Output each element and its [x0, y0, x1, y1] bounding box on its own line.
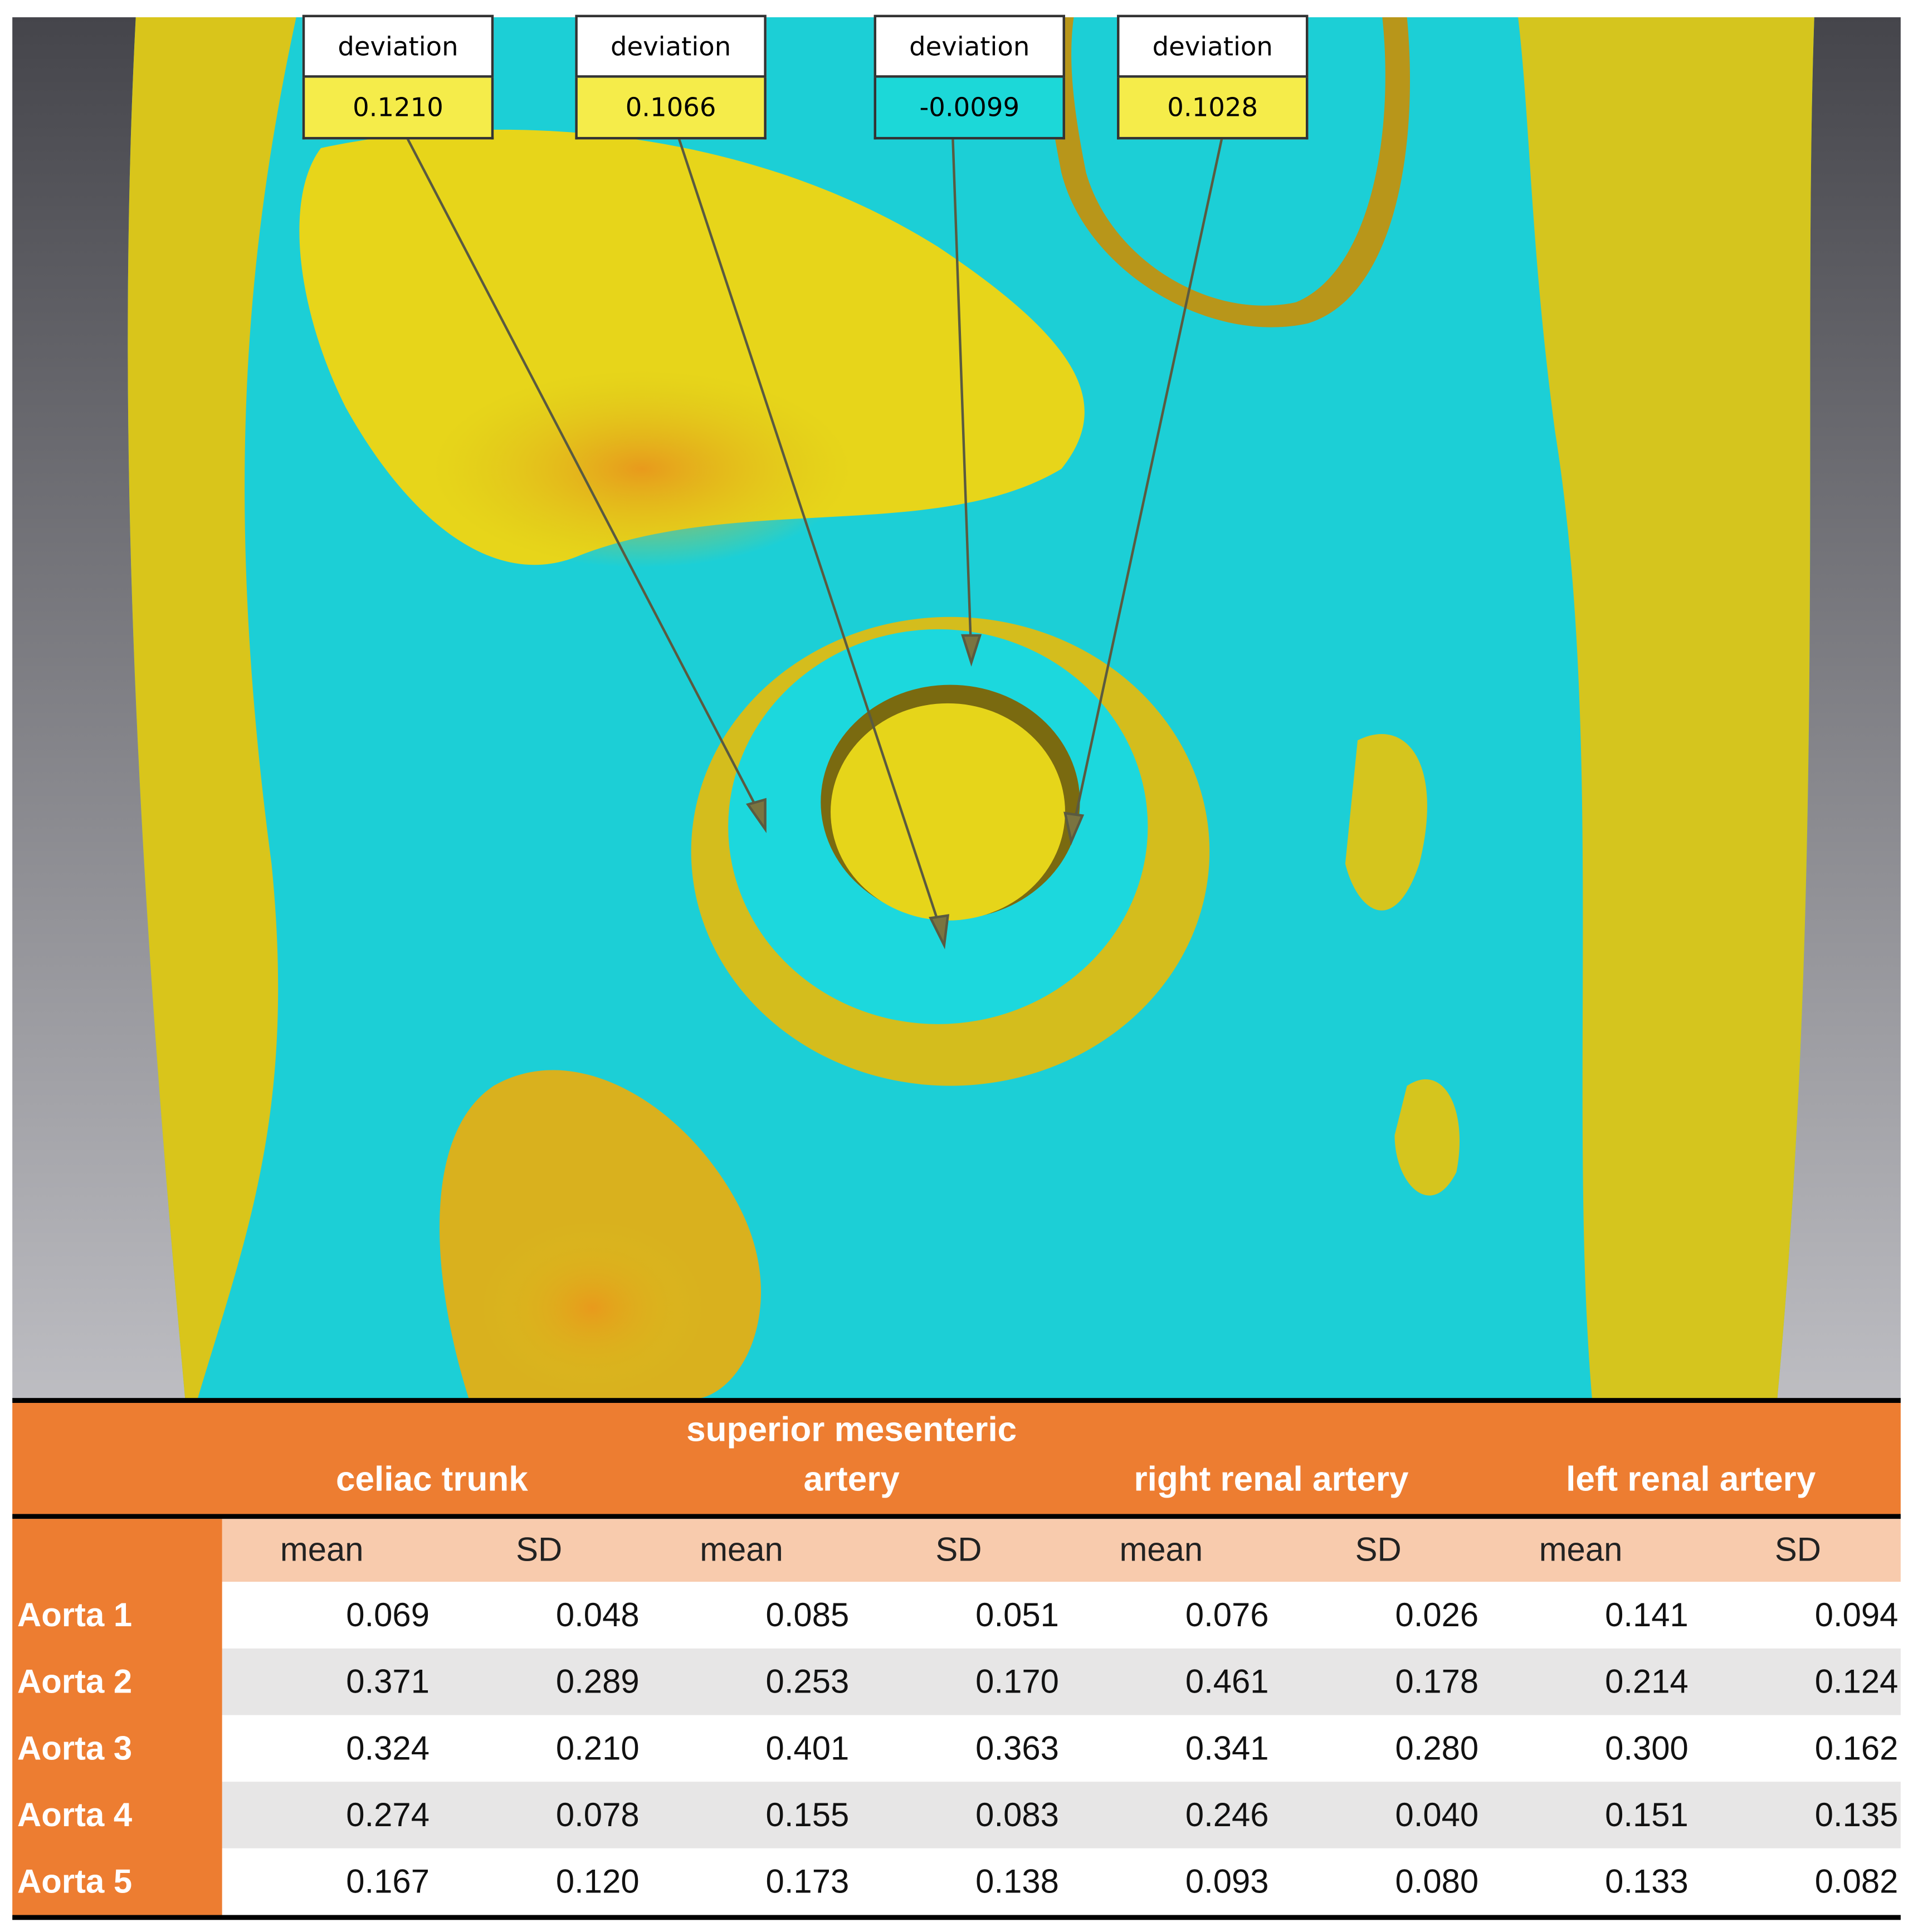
cell: 0.210 [555, 1729, 640, 1767]
rule [12, 1915, 1901, 1920]
row-band [222, 1582, 1901, 1649]
row-label: Aorta 2 [17, 1662, 133, 1700]
cell: 0.026 [1395, 1596, 1479, 1633]
cell: 0.173 [765, 1862, 850, 1900]
row-label: Aorta 3 [17, 1729, 133, 1767]
cell: 0.324 [346, 1729, 430, 1767]
group-header: left renal artery [1481, 1403, 1901, 1514]
group-header-text: celiac trunk [335, 1459, 528, 1498]
rule [12, 1514, 1901, 1519]
callout-label: deviation [302, 14, 494, 78]
row-band [222, 1782, 1901, 1848]
cell: 0.162 [1814, 1729, 1899, 1767]
cell: 0.253 [765, 1662, 850, 1700]
subheader: mean [280, 1531, 364, 1568]
cell: 0.170 [975, 1662, 1059, 1700]
cell: 0.040 [1395, 1796, 1479, 1833]
cell: 0.341 [1185, 1729, 1269, 1767]
row-band [222, 1715, 1901, 1782]
subheader: mean [700, 1531, 783, 1568]
callout-value: -0.0099 [873, 77, 1065, 140]
cell: 0.133 [1605, 1862, 1688, 1900]
callout-label: deviation [1117, 14, 1309, 78]
cell: 0.214 [1605, 1662, 1688, 1700]
cell: 0.461 [1185, 1662, 1269, 1700]
subheader: SD [1774, 1531, 1822, 1568]
callout-value: 0.1210 [302, 77, 494, 140]
subheader: SD [935, 1531, 982, 1568]
cell: 0.289 [555, 1662, 640, 1700]
cell: 0.083 [975, 1796, 1059, 1833]
callout-label: deviation [575, 14, 767, 78]
subheader-band [222, 1519, 1901, 1582]
callout-value: 0.1028 [1117, 77, 1309, 140]
cell: 0.371 [346, 1662, 430, 1700]
header-band [12, 1403, 1901, 1514]
cell: 0.401 [765, 1729, 850, 1767]
render [12, 17, 1901, 1400]
cell: 0.048 [555, 1596, 640, 1633]
cell: 0.246 [1185, 1796, 1269, 1833]
cell: 0.151 [1605, 1796, 1688, 1833]
subheader: SD [1355, 1531, 1402, 1568]
group-header: right renal artery [1061, 1403, 1481, 1514]
cell: 0.138 [975, 1862, 1059, 1900]
row-band [222, 1648, 1901, 1715]
rule [12, 1398, 1901, 1403]
cell: 0.135 [1814, 1796, 1899, 1833]
cell: 0.280 [1395, 1729, 1479, 1767]
group-header-text: left renal artery [1566, 1459, 1816, 1498]
cell: 0.080 [1395, 1862, 1479, 1900]
callout-value: 0.1066 [575, 77, 767, 140]
subheader: mean [1119, 1531, 1203, 1568]
cell: 0.178 [1395, 1662, 1479, 1700]
cell: 0.078 [555, 1796, 640, 1833]
cell: 0.120 [555, 1862, 640, 1900]
group-header-text: right renal artery [1134, 1459, 1409, 1498]
cell: 0.082 [1814, 1862, 1899, 1900]
callout-label: deviation [873, 14, 1065, 78]
cell: 0.155 [765, 1796, 850, 1833]
cell: 0.124 [1814, 1662, 1899, 1700]
cell: 0.363 [975, 1729, 1059, 1767]
group-header: superior mesenteric artery [642, 1403, 1061, 1514]
cell: 0.076 [1185, 1596, 1269, 1633]
cell: 0.300 [1605, 1729, 1688, 1767]
cell: 0.094 [1814, 1596, 1899, 1633]
row-label: Aorta 1 [17, 1596, 133, 1633]
row-band [222, 1848, 1901, 1915]
subheader: mean [1539, 1531, 1623, 1568]
subheader: SD [516, 1531, 563, 1568]
cell: 0.274 [346, 1796, 430, 1833]
row-label: Aorta 5 [17, 1862, 133, 1900]
group-header: celiac trunk [222, 1403, 642, 1514]
label-column [12, 1519, 222, 1915]
row-label: Aorta 4 [17, 1796, 133, 1833]
cell: 0.069 [346, 1596, 430, 1633]
cell: 0.051 [975, 1596, 1059, 1633]
cell: 0.085 [765, 1596, 850, 1633]
group-header-text: superior mesenteric artery [686, 1410, 1017, 1498]
cell: 0.141 [1605, 1596, 1688, 1633]
cell: 0.093 [1185, 1862, 1269, 1900]
cell: 0.167 [346, 1862, 430, 1900]
